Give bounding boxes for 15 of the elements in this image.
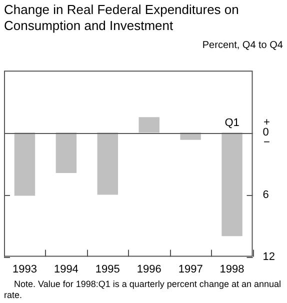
y-tick-label: 0 [262, 126, 269, 139]
y-tick-label: 12 [262, 250, 276, 263]
text: Note. Value for 1998:Q1 is a quarterly percent change at an annual rate. [4, 279, 282, 301]
x-tick-label: 1996 [136, 263, 162, 276]
x-tick-label: 1998 [220, 263, 244, 276]
text: + [264, 116, 270, 129]
x-tick-label: 1995 [95, 263, 120, 276]
chart-title: Change in Real Federal Expenditures on Consumption and Investment [4, 2, 240, 34]
y-tick-label: 6 [262, 188, 269, 201]
x-tick-label: 1997 [178, 263, 203, 276]
y-axis-title: Percent, Q4 to Q4 [202, 40, 283, 51]
annotation: Q1 [224, 117, 240, 130]
text: − [264, 136, 270, 149]
x-tick-label: 1993 [12, 263, 37, 276]
x-tick-label: 1994 [54, 263, 78, 276]
